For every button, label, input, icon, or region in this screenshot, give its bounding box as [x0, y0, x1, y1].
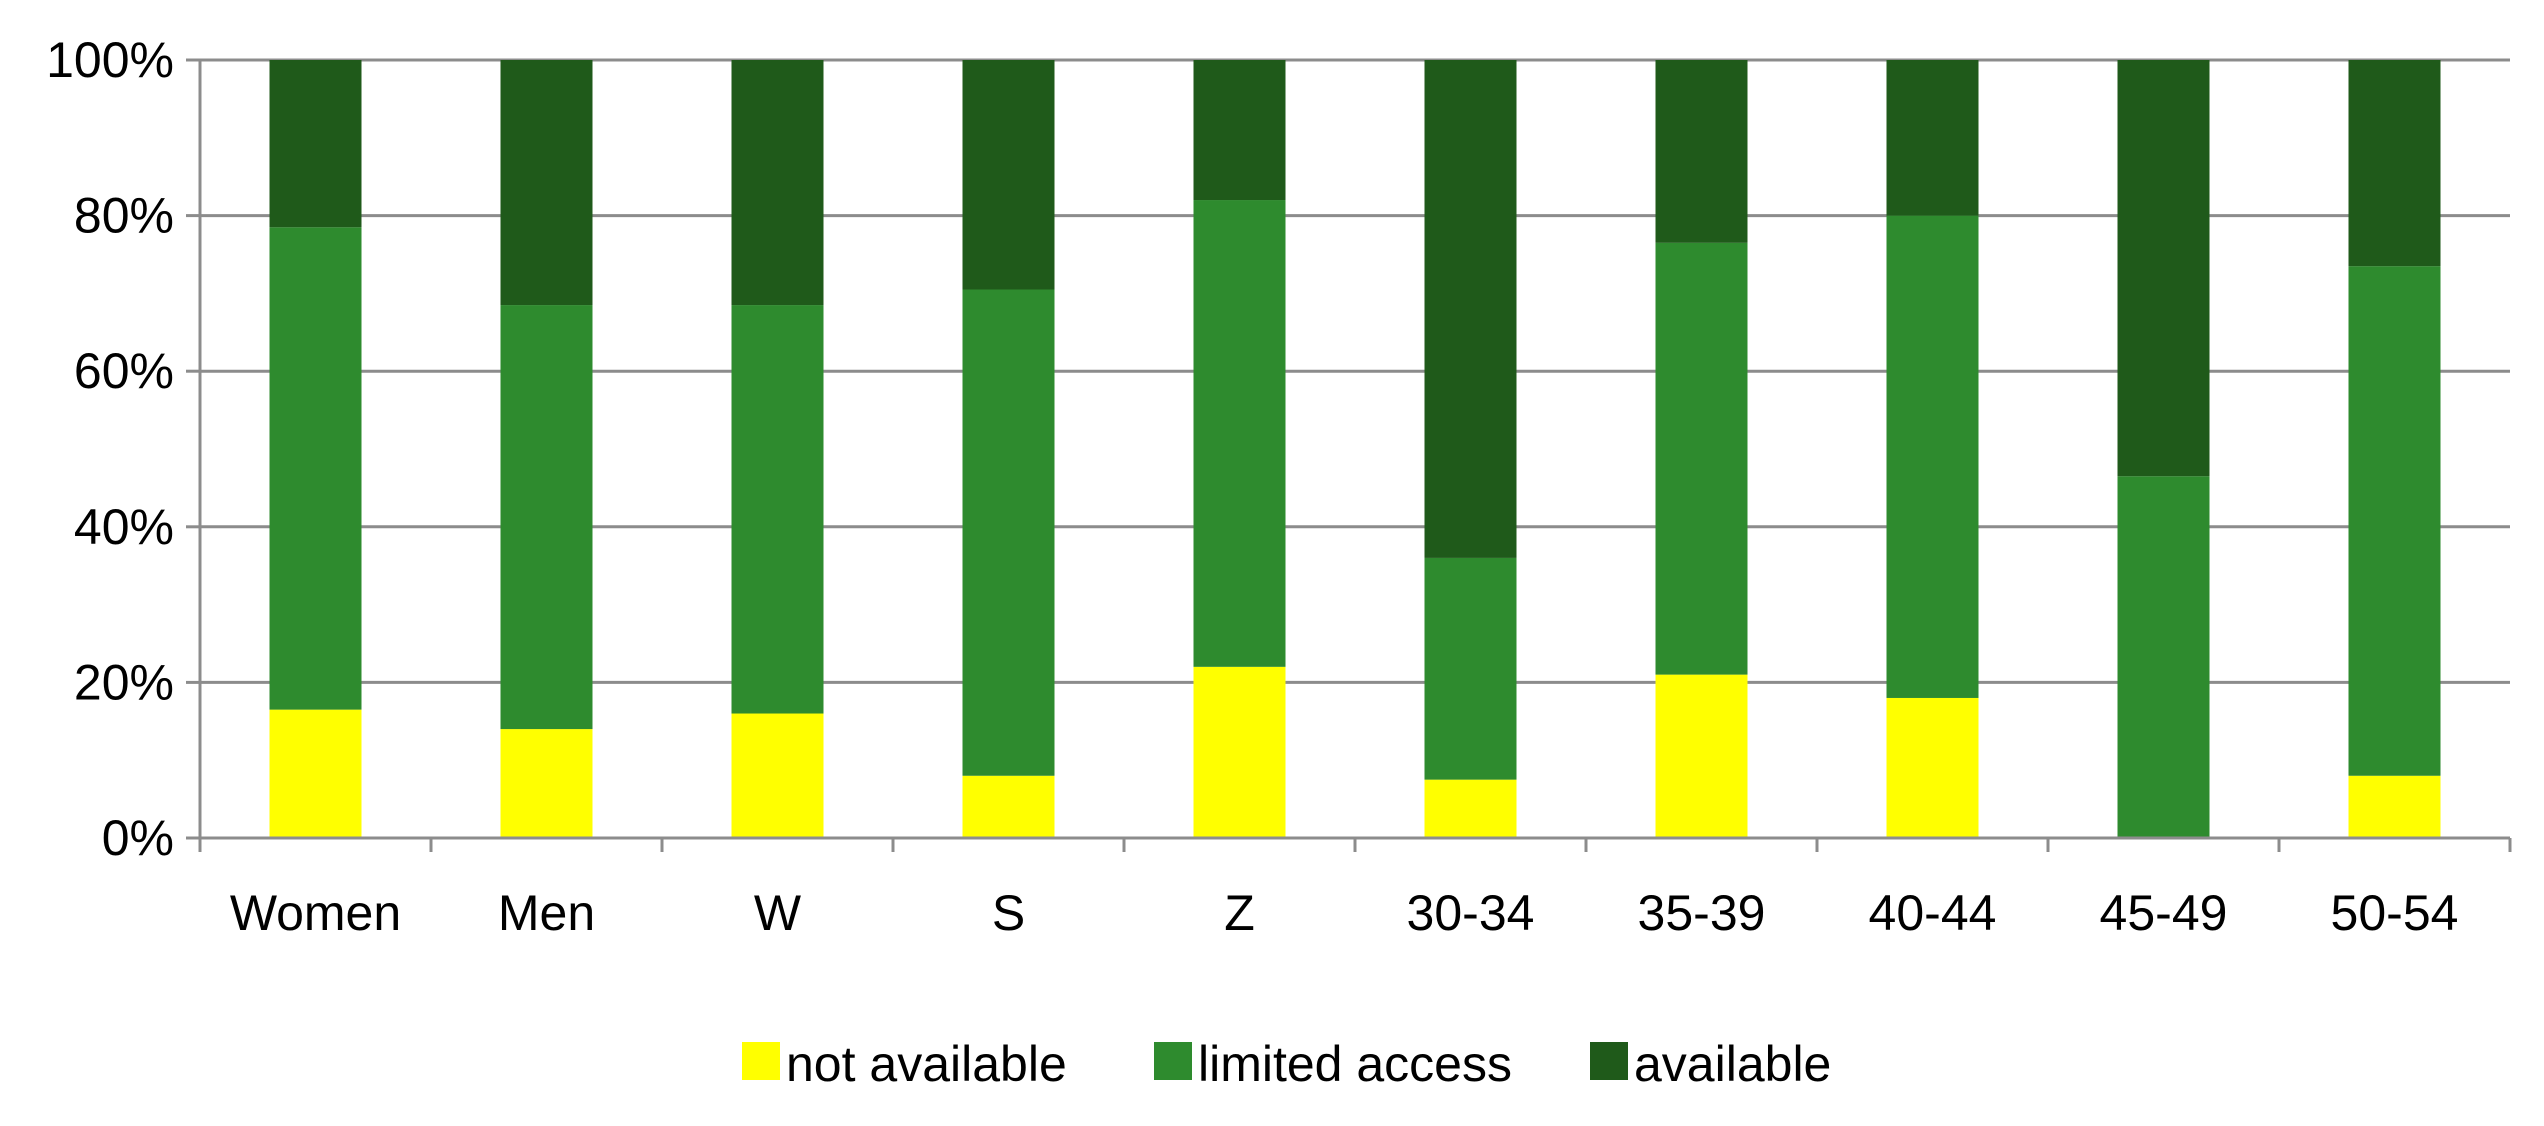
bar-segment-not-available — [1193, 666, 1286, 838]
x-tick-label: Women — [230, 885, 401, 941]
bar-segment-available — [1193, 60, 1286, 201]
y-tick-label: 40% — [74, 499, 174, 555]
bar-segment-not-available — [1886, 697, 1979, 838]
legend: not available limited access available — [742, 1036, 1831, 1092]
x-tick-label: 40-44 — [1869, 885, 1997, 941]
legend-label: not available — [786, 1036, 1067, 1092]
bar-segment-available — [1424, 60, 1517, 558]
bar-segment-limited-access — [269, 227, 362, 710]
x-tick-label: S — [992, 885, 1025, 941]
bars — [269, 60, 2441, 838]
bar-segment-available — [2348, 60, 2441, 267]
y-tick-label: 100% — [46, 32, 174, 88]
bar-segment-not-available — [2348, 775, 2441, 838]
legend-swatch — [742, 1042, 780, 1080]
x-tick-label: 50-54 — [2331, 885, 2459, 941]
x-tick-label: W — [754, 885, 802, 941]
x-tick-label: Men — [498, 885, 595, 941]
bar-segment-not-available — [500, 729, 593, 838]
y-tick-label: 20% — [74, 654, 174, 710]
bar-segment-not-available — [1424, 779, 1517, 838]
bar-segment-not-available — [731, 713, 824, 838]
bar-segment-not-available — [1655, 674, 1748, 838]
bar-segment-limited-access — [962, 289, 1055, 776]
bar-segment-limited-access — [500, 305, 593, 730]
bar-segment-available — [731, 60, 824, 306]
bar-segment-limited-access — [1193, 200, 1286, 667]
x-tick-label: 45-49 — [2100, 885, 2228, 941]
legend-label: available — [1634, 1036, 1831, 1092]
bar-segment-limited-access — [1655, 242, 1748, 675]
bar-segment-limited-access — [1886, 215, 1979, 698]
y-tick-label: 0% — [102, 810, 174, 866]
bar-segment-available — [1886, 60, 1979, 216]
bar-segment-limited-access — [2117, 476, 2210, 838]
legend-swatch — [1590, 1042, 1628, 1080]
bar-segment-not-available — [269, 709, 362, 838]
bar-segment-limited-access — [731, 305, 824, 714]
bar-segment-available — [2117, 60, 2210, 477]
y-tick-label: 60% — [74, 343, 174, 399]
legend-label: limited access — [1198, 1036, 1512, 1092]
bar-segment-available — [962, 60, 1055, 290]
bar-segment-limited-access — [1424, 557, 1517, 780]
bar-segment-not-available — [962, 775, 1055, 838]
x-tick-label: 35-39 — [1638, 885, 1766, 941]
x-tick-label: 30-34 — [1407, 885, 1535, 941]
x-tick-label: Z — [1224, 885, 1255, 941]
axes: 0% 20% 40% 60% 80% 100% Women Men W S Z 30-34 35-39 4… — [46, 32, 2512, 941]
bar-segment-available — [500, 60, 593, 306]
legend-swatch — [1154, 1042, 1192, 1080]
bar-segment-available — [269, 60, 362, 228]
y-tick-label: 80% — [74, 188, 174, 244]
bar-segment-available — [1655, 60, 1748, 243]
bar-segment-limited-access — [2348, 266, 2441, 776]
